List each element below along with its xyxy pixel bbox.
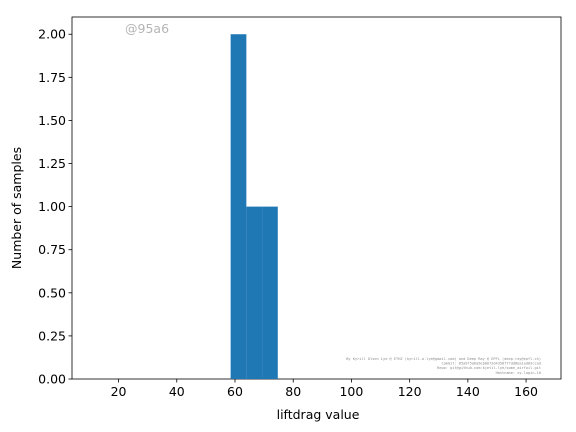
watermark-text: @95a6 [125, 21, 169, 36]
x-tick-label: 140 [456, 384, 480, 399]
x-tick-label: 80 [285, 384, 301, 399]
x-tick-label: 160 [514, 384, 538, 399]
y-tick-label: 1.75 [38, 70, 66, 85]
histogram-bar-2 [246, 206, 263, 379]
y-tick-label: 2.00 [38, 27, 66, 42]
y-tick-label: 0.50 [38, 285, 66, 300]
y-tick-label: 0.25 [38, 328, 66, 343]
credits-block: By Kyrill Olsen Lye @ ETHZ (kyrill.o.lye… [346, 357, 541, 375]
x-axis-ticks: 20 40 60 80 100 120 140 160 [111, 379, 538, 399]
credits-line: Commit: 05a975a6a9eb0072d4358777dd8ba1ad… [441, 362, 541, 366]
x-tick-label: 20 [111, 384, 127, 399]
credits-line: Repo: git@github.com:kjetil-lye/some_air… [437, 366, 541, 370]
y-tick-label: 0.00 [38, 372, 66, 387]
histogram-bars [230, 34, 278, 379]
y-tick-label: 0.75 [38, 242, 66, 257]
credits-line: By Kyrill Olsen Lye @ ETHZ (kyrill.o.lye… [346, 357, 541, 361]
x-tick-label: 120 [398, 384, 422, 399]
x-axis-label: liftdrag value [277, 407, 360, 422]
y-tick-label: 1.00 [38, 199, 66, 214]
y-axis-ticks: 0.00 0.25 0.50 0.75 1.00 1.25 1.50 1.75 2.00 [38, 27, 72, 387]
histogram-bar-1 [230, 34, 247, 379]
plot-area [71, 16, 562, 380]
axes-frame [71, 16, 562, 380]
credits-line: Hostname: xy-login-10 [496, 371, 541, 375]
x-tick-label: 60 [227, 384, 243, 399]
y-tick-label: 1.50 [38, 113, 66, 128]
y-axis-label: Number of samples [9, 147, 24, 269]
x-tick-label: 100 [339, 384, 363, 399]
histogram-bar-3 [262, 206, 278, 379]
y-tick-label: 1.25 [38, 156, 66, 171]
x-tick-label: 40 [169, 384, 185, 399]
